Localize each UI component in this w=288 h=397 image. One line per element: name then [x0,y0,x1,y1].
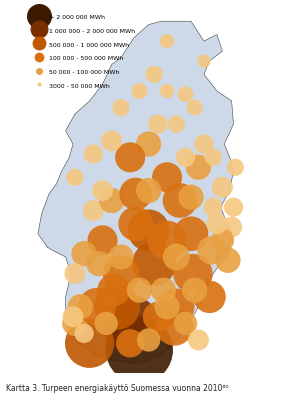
Point [196,164,201,170]
Point [73,320,77,327]
Point [137,347,142,353]
Point [207,294,212,300]
Point [192,104,197,111]
Point [172,324,177,330]
Point [156,314,160,320]
Point [128,154,132,160]
Point [226,257,230,264]
Point [215,221,219,227]
Point [220,184,225,191]
Point [165,304,169,310]
Point [78,304,83,310]
Point [152,260,156,267]
Point [165,237,169,243]
Point [183,91,188,97]
Point [87,340,92,347]
Point [95,304,99,310]
Point [82,251,86,257]
Point [115,304,120,310]
Point [91,207,96,214]
Point [178,197,182,204]
Point [91,151,96,157]
Point [71,314,75,320]
Point [189,231,193,237]
Point [128,320,132,327]
Point [189,194,193,200]
Point [183,154,188,160]
Point [100,237,105,243]
Point [192,287,197,293]
Point [183,320,188,327]
Legend: > 2 000 000 MWh, 1 000 000 - 2 000 000 MWh, 500 000 - 1 000 000 MWh, 100 000 - 5: > 2 000 000 MWh, 1 000 000 - 2 000 000 M… [32,11,137,92]
Point [119,254,123,260]
Point [111,287,116,293]
Point [191,270,195,277]
Point [174,254,179,260]
Point [146,337,151,343]
Point [146,141,151,147]
Point [137,287,142,293]
Text: Kartta 3. Turpeen energiakäyttö Suomessa vuonna 2010⁶⁰: Kartta 3. Turpeen energiakäyttö Suomessa… [6,384,228,393]
Point [82,330,86,337]
Point [109,138,114,144]
Point [196,337,201,343]
Point [73,270,77,277]
Point [128,340,132,347]
Point [211,204,215,210]
Point [96,260,101,267]
Point [109,197,114,204]
Point [156,121,160,127]
Point [146,227,151,233]
Point [220,237,225,243]
Point [119,270,123,277]
Point [202,141,206,147]
Point [209,247,214,254]
Point [165,174,169,181]
Point [165,38,169,44]
Point [229,224,234,230]
Point [133,191,138,197]
Point [133,221,138,227]
Point [233,164,238,170]
Point [100,187,105,194]
Point [165,88,169,94]
Point [104,320,109,327]
Point [152,71,156,77]
Point [231,204,236,210]
Point [161,287,166,293]
Point [119,104,123,111]
Point [202,58,206,64]
Polygon shape [38,21,234,363]
Point [174,121,179,127]
Point [146,187,151,194]
Point [211,154,215,160]
Point [137,88,142,94]
Point [73,174,77,181]
Point [174,304,179,310]
